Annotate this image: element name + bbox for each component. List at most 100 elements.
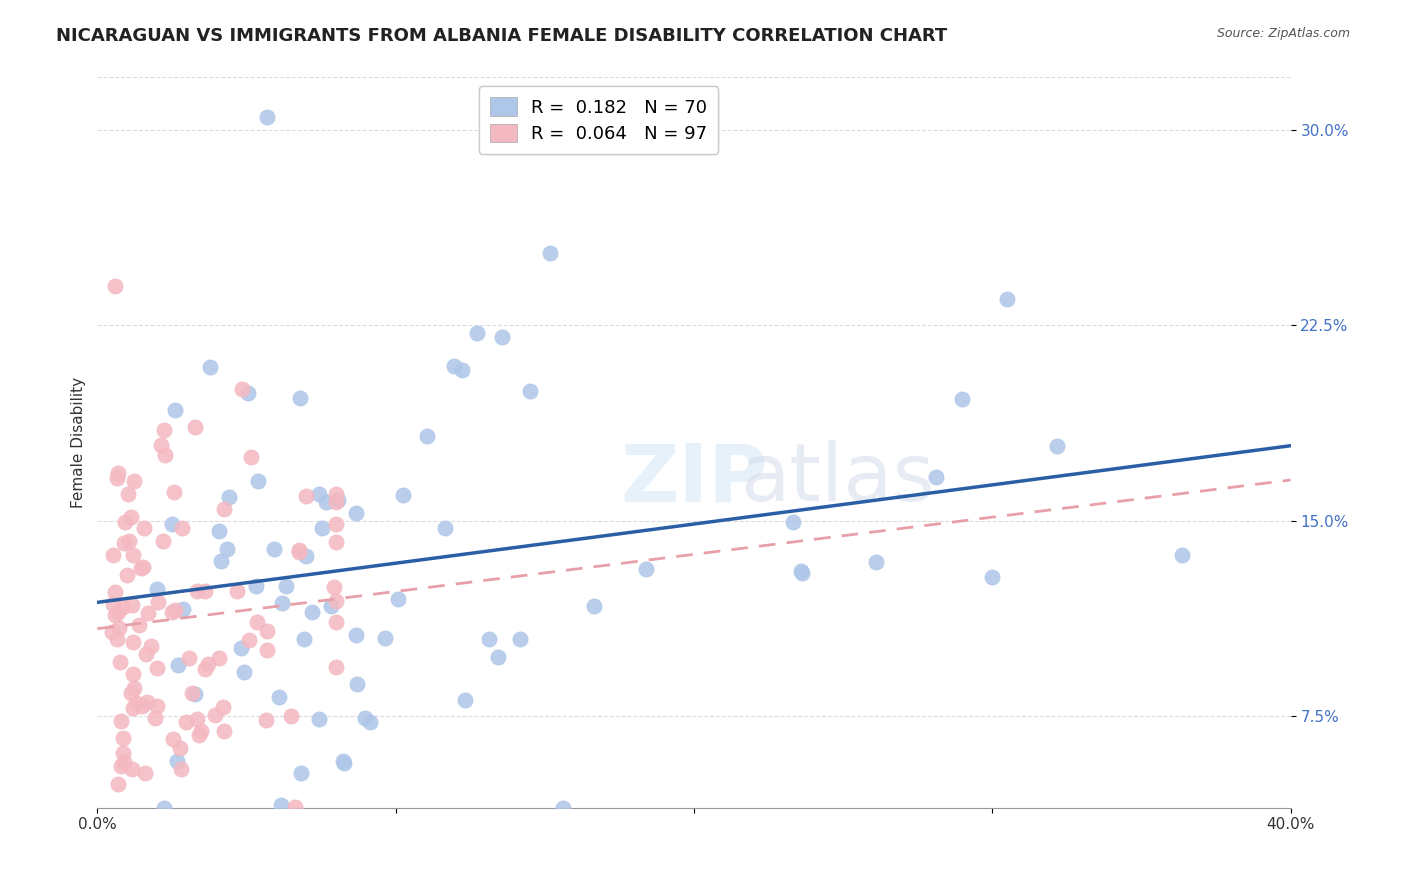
Point xyxy=(177,650,200,665)
Point xyxy=(136,606,159,620)
Point xyxy=(325,615,347,630)
Text: atlas: atlas xyxy=(740,440,935,518)
Point xyxy=(101,597,124,611)
Point xyxy=(538,245,561,260)
Point xyxy=(981,570,1004,584)
Point xyxy=(256,643,278,657)
Text: NICARAGUAN VS IMMIGRANTS FROM ALBANIA FEMALE DISABILITY CORRELATION CHART: NICARAGUAN VS IMMIGRANTS FROM ALBANIA FE… xyxy=(56,27,948,45)
Point xyxy=(134,766,156,780)
Point xyxy=(256,624,278,638)
Point xyxy=(323,580,346,594)
Point xyxy=(186,712,208,726)
Point xyxy=(231,383,253,397)
Point xyxy=(122,548,145,562)
Point xyxy=(214,502,236,516)
Point xyxy=(112,535,135,549)
Point xyxy=(197,657,219,671)
Point xyxy=(634,561,657,575)
Point xyxy=(416,429,439,443)
Point xyxy=(311,521,333,535)
Point xyxy=(104,279,127,293)
Point xyxy=(344,628,367,642)
Point xyxy=(478,632,501,646)
Point xyxy=(238,386,260,401)
Point xyxy=(129,560,152,574)
Point xyxy=(254,713,277,727)
Point xyxy=(301,605,323,619)
Point xyxy=(163,485,186,500)
Point xyxy=(121,762,143,776)
Point xyxy=(284,799,307,814)
Point xyxy=(491,330,513,344)
Point xyxy=(332,756,354,770)
Point xyxy=(107,466,129,480)
Point xyxy=(112,755,135,769)
Point xyxy=(131,698,153,713)
Point xyxy=(374,631,396,645)
Point xyxy=(181,686,204,700)
Point xyxy=(443,359,465,374)
Point xyxy=(160,605,183,619)
Point xyxy=(246,615,269,629)
Point xyxy=(108,656,131,670)
Point xyxy=(136,695,159,709)
Point xyxy=(128,617,150,632)
Point xyxy=(295,549,318,564)
Point xyxy=(184,420,207,434)
Point xyxy=(950,392,973,406)
Point xyxy=(509,632,531,647)
Point xyxy=(270,797,292,812)
Point xyxy=(122,681,145,696)
Point xyxy=(186,583,208,598)
Point xyxy=(132,560,155,574)
Point xyxy=(1046,439,1069,453)
Point xyxy=(271,596,294,610)
Point xyxy=(287,542,309,557)
Point xyxy=(211,554,233,568)
Y-axis label: Female Disability: Female Disability xyxy=(72,377,86,508)
Point xyxy=(232,665,254,680)
Point xyxy=(121,635,143,649)
Point xyxy=(353,710,375,724)
Point xyxy=(134,521,156,535)
Point xyxy=(170,762,193,776)
Point xyxy=(165,403,187,417)
Point xyxy=(519,384,541,398)
Point xyxy=(346,677,368,691)
Point xyxy=(325,495,347,509)
Point xyxy=(433,521,456,535)
Point xyxy=(194,583,217,598)
Point xyxy=(256,110,278,124)
Point xyxy=(325,593,347,607)
Point xyxy=(240,450,263,465)
Point xyxy=(288,391,311,405)
Point xyxy=(108,620,131,634)
Point xyxy=(280,709,302,723)
Point xyxy=(344,506,367,520)
Point xyxy=(101,548,124,562)
Point xyxy=(162,731,184,746)
Point xyxy=(187,728,209,742)
Point xyxy=(308,486,330,500)
Point xyxy=(139,639,162,653)
Point xyxy=(172,602,194,616)
Point xyxy=(120,686,142,700)
Point xyxy=(172,521,194,535)
Point xyxy=(194,662,217,676)
Point xyxy=(120,509,142,524)
Point xyxy=(184,687,207,701)
Point xyxy=(454,693,477,707)
Legend: R =  0.182   N = 70, R =  0.064   N = 97: R = 0.182 N = 70, R = 0.064 N = 97 xyxy=(479,87,718,154)
Text: ZIP: ZIP xyxy=(620,440,768,518)
Point xyxy=(115,568,138,582)
Point xyxy=(790,564,813,578)
Point xyxy=(122,701,145,715)
Point xyxy=(112,600,135,615)
Point xyxy=(117,487,139,501)
Point xyxy=(169,741,191,756)
Point xyxy=(925,470,948,484)
Point xyxy=(163,603,186,617)
Point xyxy=(321,599,343,614)
Point xyxy=(328,492,350,507)
Point xyxy=(105,471,128,485)
